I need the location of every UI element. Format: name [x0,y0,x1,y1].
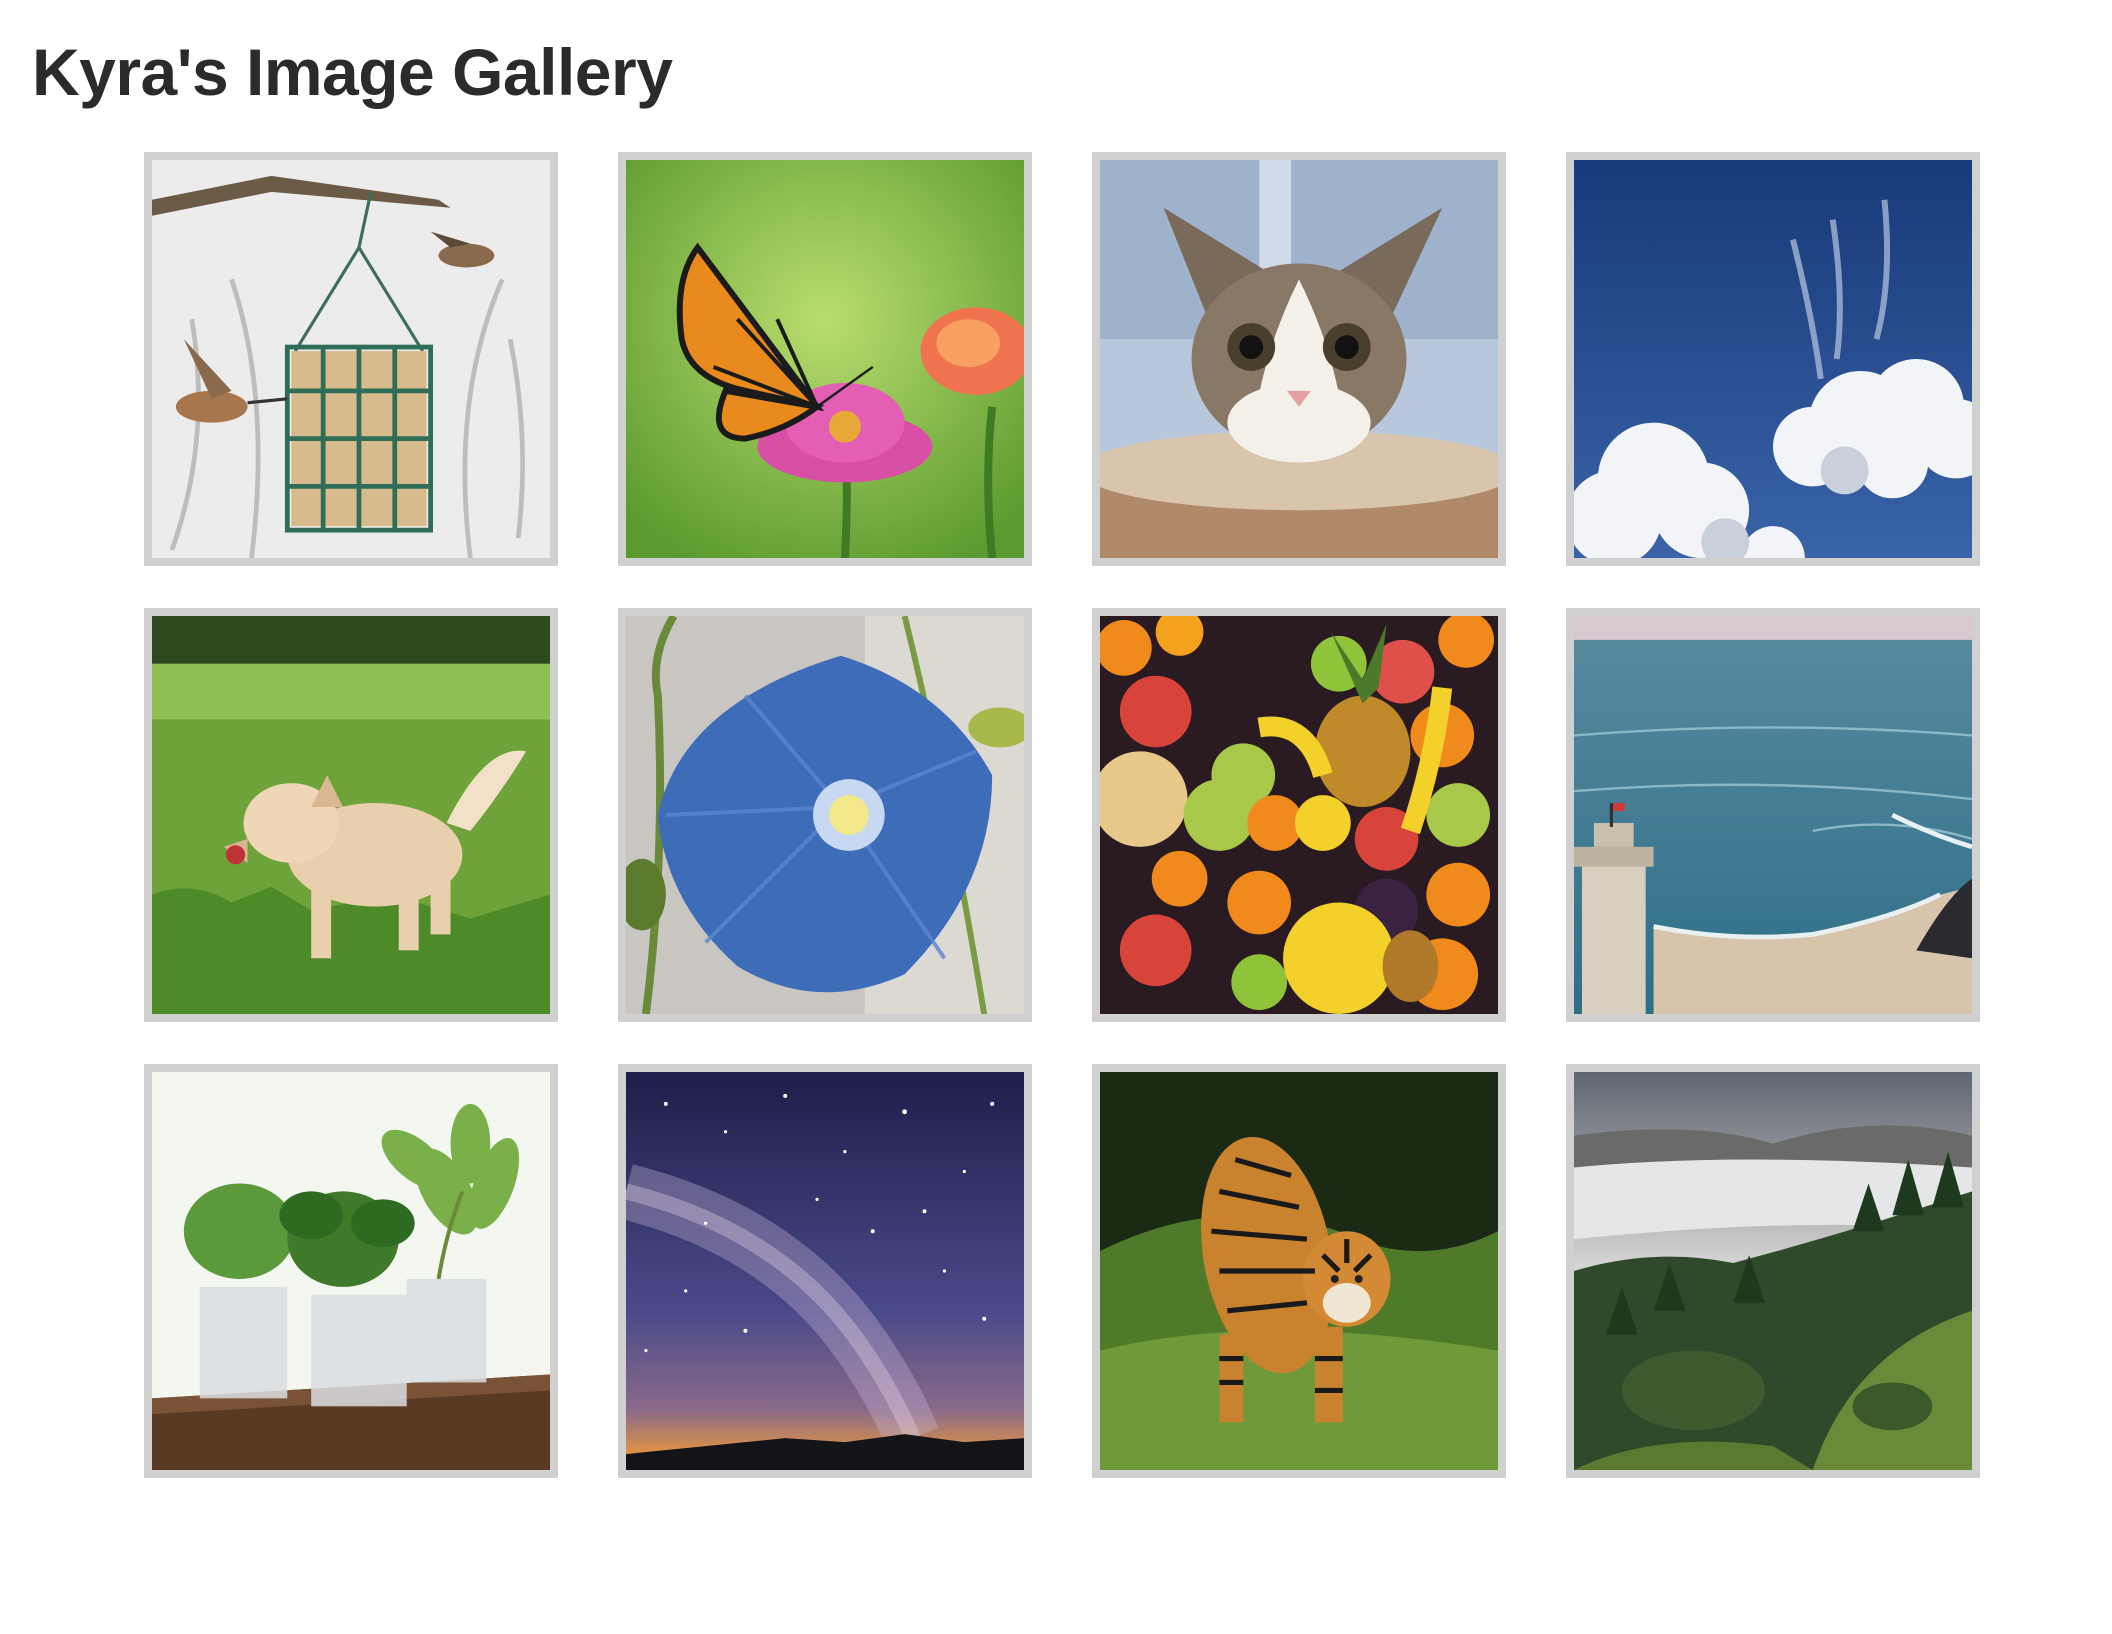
morning-glory-image [626,616,1024,1014]
gallery-image-milky-way[interactable] [618,1064,1032,1478]
sky-clouds-image [1574,160,1972,558]
bird-feeder-image [152,160,550,558]
tiger-image [1100,1072,1498,1470]
dog-image [152,616,550,1014]
gallery-image-morning-glory[interactable] [618,608,1032,1022]
gallery-image-sky[interactable] [1566,152,1980,566]
gallery-image-forest[interactable] [1566,1064,1980,1478]
milky-way-image [626,1072,1024,1470]
gallery-image-fruit[interactable] [1092,608,1506,1022]
gallery-image-kitten[interactable] [1092,152,1506,566]
gallery-image-bird-feeder[interactable] [144,152,558,566]
foggy-forest-image [1574,1072,1972,1470]
gallery-image-butterfly[interactable] [618,152,1032,566]
image-gallery-grid [144,152,1980,1478]
lighthouse-ocean-image [1574,616,1972,1014]
gallery-image-lighthouse[interactable] [1566,608,1980,1022]
potted-plants-image [152,1072,550,1470]
gallery-image-dog[interactable] [144,608,558,1022]
page-title: Kyra's Image Gallery [32,35,673,109]
gallery-image-plants[interactable] [144,1064,558,1478]
kitten-image [1100,160,1498,558]
fruit-image [1100,616,1498,1014]
gallery-image-tiger[interactable] [1092,1064,1506,1478]
butterfly-image [626,160,1024,558]
